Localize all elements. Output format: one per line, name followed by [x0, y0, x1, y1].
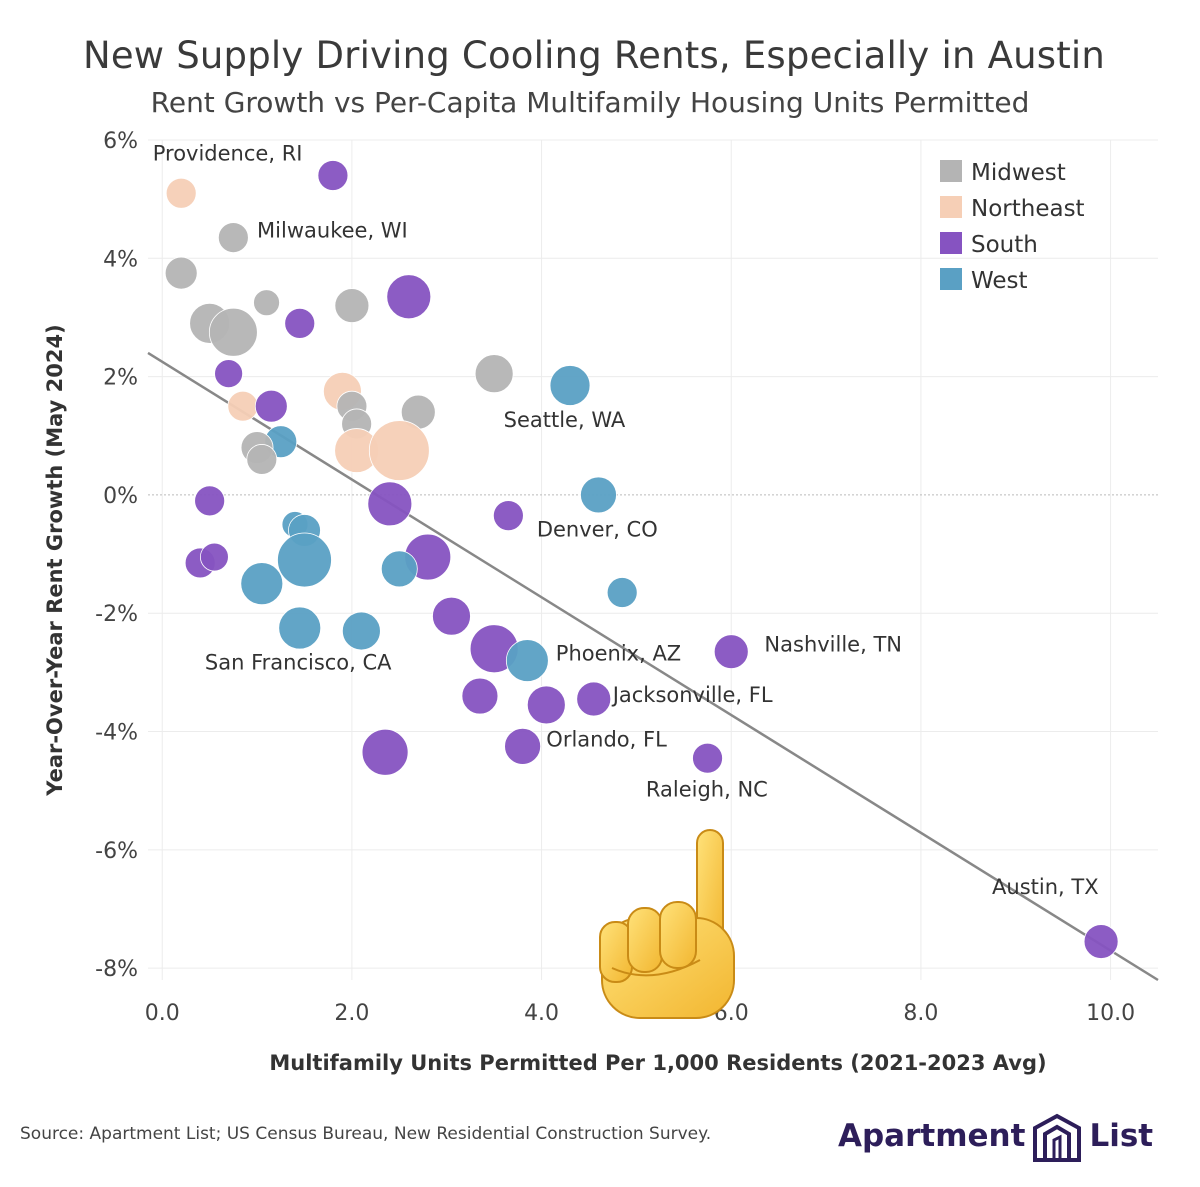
y-tick-label: 6%: [103, 129, 138, 154]
city-label: Providence, RI: [153, 142, 303, 166]
legend-label-northeast: Northeast: [971, 196, 1085, 222]
data-point-midwest: [246, 444, 278, 475]
data-point-west: [549, 365, 591, 406]
data-point-south: [713, 634, 749, 670]
city-label: Denver, CO: [537, 517, 658, 541]
x-tick-label: 8.0: [903, 1001, 938, 1026]
data-point-west: [580, 476, 617, 514]
data-points: [164, 160, 1119, 959]
data-point-south: [386, 274, 432, 320]
x-tick-label: 10.0: [1086, 1001, 1135, 1026]
data-point-midwest: [208, 307, 258, 357]
data-point-west: [505, 639, 549, 682]
y-axis-label: Year-Over-Year Rent Growth (May 2024): [43, 324, 67, 796]
legend-swatch-south: [940, 232, 962, 254]
city-label: Raleigh, NC: [646, 778, 768, 802]
grid-lines: [148, 139, 1158, 980]
data-point-south: [254, 389, 288, 423]
city-label: Orlando, FL: [546, 727, 667, 751]
x-axis-ticks: 0.0 2.0 4.0 6.0 8.0 10.0: [145, 1001, 1135, 1026]
data-point-northeast: [227, 390, 259, 422]
data-point-south: [284, 307, 316, 339]
scatter-chart: 6%4%2%0%-2%-4%-6%-8% 0.0 2.0 4.0 6.0 8.0 10.0…: [43, 129, 1159, 1075]
city-labels: Providence, RI Milwaukee, WI Seattle, WA De…: [153, 142, 1099, 900]
legend-swatch-midwest: [940, 160, 962, 182]
data-point-south: [317, 160, 349, 191]
legend: Midwest Northeast South West: [940, 160, 1085, 294]
data-point-northeast: [368, 420, 430, 481]
legend-swatch-northeast: [940, 196, 962, 218]
y-tick-label: -4%: [95, 721, 138, 746]
pointing-finger-icon: [599, 829, 735, 1019]
trend-line: [147, 351, 1159, 982]
data-point-south: [526, 685, 566, 725]
y-tick-label: -8%: [95, 957, 138, 982]
data-point-midwest: [334, 288, 370, 324]
data-point-south: [461, 677, 499, 715]
city-label: Seattle, WA: [504, 408, 626, 432]
y-tick-label: 2%: [103, 366, 138, 391]
data-point-south: [214, 359, 244, 389]
city-label: Jacksonville, FL: [611, 683, 773, 707]
logo-word-list: List: [1089, 1118, 1154, 1154]
data-point-west: [341, 611, 381, 651]
data-point-south: [361, 728, 409, 776]
data-point-west: [278, 606, 322, 650]
data-point-midwest: [164, 256, 198, 290]
y-tick-label: 0%: [103, 484, 138, 509]
data-point-south: [1083, 924, 1119, 959]
chart-title: New Supply Driving Cooling Rents, Especi…: [82, 34, 1106, 77]
city-label: San Francisco, CA: [205, 650, 392, 674]
x-tick-label: 0.0: [145, 1001, 180, 1026]
legend-swatch-west: [940, 268, 962, 290]
data-point-south: [194, 485, 226, 517]
data-point-midwest: [253, 289, 280, 317]
data-point-midwest: [474, 354, 514, 394]
y-tick-label: 4%: [103, 247, 138, 272]
data-point-west: [380, 550, 418, 588]
legend-label-west: West: [971, 268, 1028, 294]
source-note: Source: Apartment List; US Census Bureau…: [20, 1124, 712, 1144]
apartment-list-logo: Apartment List: [838, 1106, 1153, 1166]
data-point-south: [432, 596, 471, 636]
city-label: Nashville, TN: [764, 633, 902, 657]
city-label: Milwaukee, WI: [257, 219, 408, 243]
data-point-south: [692, 742, 723, 774]
city-label: Austin, TX: [992, 875, 1099, 899]
x-axis-label: Multifamily Units Permitted Per 1,000 Re…: [269, 1051, 1046, 1075]
data-point-south: [367, 481, 413, 527]
data-point-south: [504, 727, 542, 765]
city-label: Phoenix, AZ: [556, 642, 681, 666]
data-point-northeast: [165, 177, 197, 209]
data-point-midwest: [217, 222, 249, 254]
building-logo-icon: [1033, 1113, 1082, 1162]
data-point-south: [576, 681, 612, 717]
logo-word-apartment: Apartment: [838, 1118, 1026, 1154]
data-point-west: [606, 577, 638, 608]
y-tick-label: -2%: [95, 602, 138, 627]
data-point-west: [240, 562, 284, 606]
y-axis-ticks: 6% 4% 2% 0% -2% -4% -6% -8%: [95, 129, 138, 982]
x-tick-label: 4.0: [524, 1001, 559, 1026]
x-tick-label: 2.0: [334, 1001, 369, 1026]
data-point-south: [199, 542, 229, 572]
chart-subtitle: Rent Growth vs Per-Capita Multifamily Ho…: [150, 86, 1030, 119]
legend-label-south: South: [971, 232, 1038, 258]
data-point-west: [277, 532, 332, 588]
legend-label-midwest: Midwest: [971, 160, 1066, 186]
y-tick-label: -6%: [95, 839, 138, 864]
data-point-south: [492, 500, 524, 532]
